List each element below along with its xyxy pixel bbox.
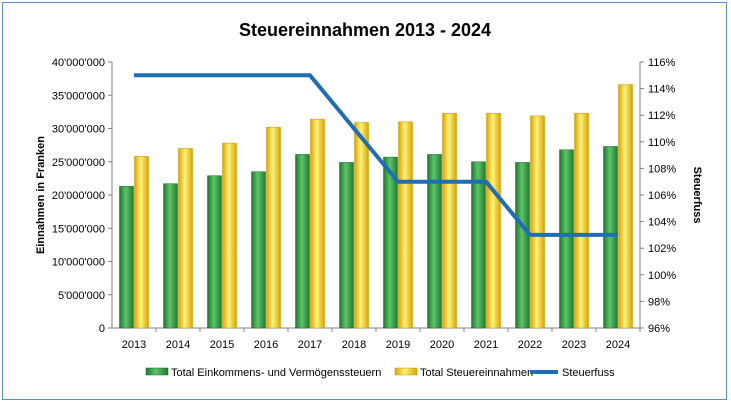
x-tick-label: 2015 [210, 339, 234, 351]
x-tick-label: 2022 [518, 339, 542, 351]
legend-swatch [145, 367, 169, 376]
chart-title: Steuereinnahmen 2013 - 2024 [239, 20, 491, 40]
x-tick-label: 2023 [562, 339, 586, 351]
steuerfuss-line [134, 73, 618, 237]
y-tick-label: 15'000'000 [52, 223, 105, 235]
bar-einkommens-vermoegenssteuern [251, 171, 266, 329]
bar-steuereinnahmen [134, 156, 149, 329]
bar-steuereinnahmen [354, 122, 369, 329]
y-tick-label: 30'000'000 [52, 124, 105, 136]
bar-steuereinnahmen [618, 84, 633, 329]
legend: Total Einkommens- und Vermögenssteuern To… [145, 367, 615, 379]
y-tick-label: 20'000'000 [52, 190, 105, 202]
y-tick-label: 25'000'000 [52, 157, 105, 169]
y2-tick-label: 108% [648, 163, 676, 175]
legend-swatch [394, 367, 418, 376]
y-tick-label: 40'000'000 [52, 57, 105, 69]
bar-einkommens-vermoegenssteuern [427, 154, 442, 329]
legend-item-einkommens-vermoegenssteuern: Total Einkommens- und Vermögenssteuern [145, 367, 381, 379]
bar-einkommens-vermoegenssteuern [559, 149, 574, 329]
y2-tick-label: 112% [648, 110, 676, 122]
x-tick-label: 2019 [386, 339, 410, 351]
bar-einkommens-vermoegenssteuern [603, 146, 618, 329]
y-tick-label: 5'000'000 [58, 290, 105, 302]
y-tick-label: 10'000'000 [52, 257, 105, 269]
legend-item-steuerfuss: Steuerfuss [530, 367, 615, 379]
legend-item-steuereinnahmen: Total Steuereinnahmen [394, 367, 533, 379]
bar-einkommens-vermoegenssteuern [207, 175, 222, 329]
x-tick-label: 2016 [254, 339, 278, 351]
bar-steuereinnahmen [178, 148, 193, 329]
y2-tick-label: 110% [648, 137, 676, 149]
legend-label: Total Einkommens- und Vermögenssteuern [171, 367, 381, 379]
x-tick-label: 2018 [342, 339, 366, 351]
bar-steuereinnahmen [486, 112, 501, 329]
bar-steuereinnahmen [266, 126, 281, 329]
bar-einkommens-vermoegenssteuern [515, 162, 530, 329]
y-tick-label: 35'000'000 [52, 90, 105, 102]
bar-einkommens-vermoegenssteuern [383, 156, 398, 329]
bar-einkommens-vermoegenssteuern [119, 186, 134, 329]
bar-steuereinnahmen [530, 115, 545, 329]
y2-tick-label: 96% [648, 323, 670, 335]
bar-einkommens-vermoegenssteuern [339, 162, 354, 329]
y2-tick-label: 114% [648, 84, 676, 96]
y-axis-title: Einnahmen in Franken [35, 136, 47, 254]
y2-tick-label: 116% [648, 57, 676, 69]
x-tick-label: 2021 [474, 339, 498, 351]
bar-steuereinnahmen [310, 118, 325, 329]
y-tick-label: 0 [99, 323, 105, 335]
legend-label: Steuerfuss [562, 367, 615, 379]
legend-label: Total Steuereinnahmen [420, 367, 533, 379]
x-tick-label: 2017 [298, 339, 322, 351]
x-tick-label: 2020 [430, 339, 454, 351]
y2-tick-label: 102% [648, 243, 676, 255]
x-tick-label: 2013 [122, 339, 146, 351]
bar-steuereinnahmen [574, 112, 589, 329]
bar-steuereinnahmen [398, 121, 413, 329]
x-tick-label: 2014 [166, 339, 190, 351]
y2-tick-label: 98% [648, 296, 670, 308]
bar-einkommens-vermoegenssteuern [471, 161, 486, 329]
bar-einkommens-vermoegenssteuern [163, 183, 178, 329]
bar-steuereinnahmen [222, 142, 237, 329]
y2-tick-label: 100% [648, 270, 676, 282]
bar-steuereinnahmen [442, 112, 457, 329]
x-tick-label: 2024 [606, 339, 630, 351]
bar-einkommens-vermoegenssteuern [295, 154, 310, 329]
y2-tick-label: 104% [648, 217, 676, 229]
y2-tick-label: 106% [648, 190, 676, 202]
y2-axis-title: Steuerfuss [691, 167, 703, 224]
